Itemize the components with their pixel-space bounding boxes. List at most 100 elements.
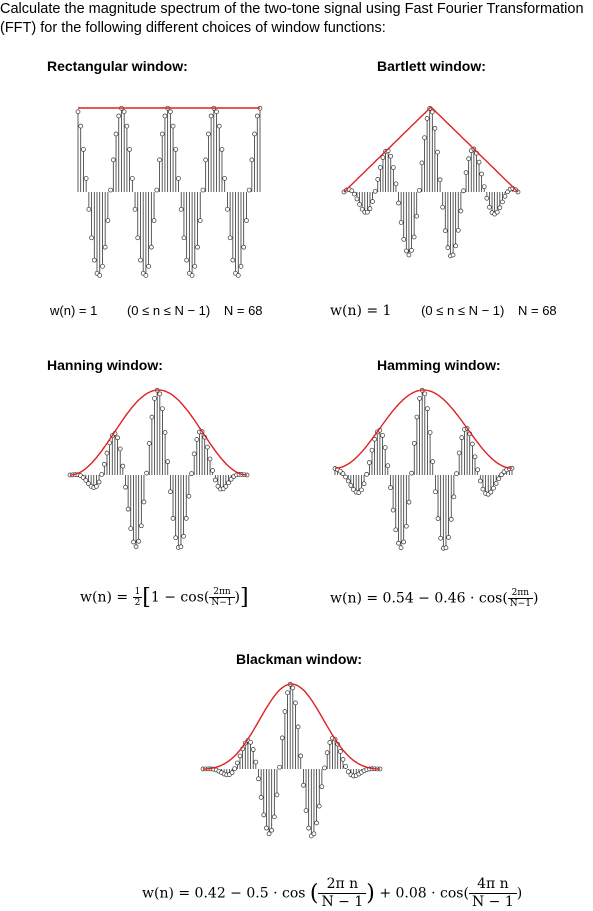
stem-marker [476, 159, 482, 165]
stem-marker [120, 463, 126, 469]
stem-marker [349, 188, 355, 194]
stem-marker [414, 414, 420, 420]
stem-marker [414, 213, 420, 219]
hanning-half-num: 1 [132, 587, 143, 598]
stem-marker [385, 463, 391, 469]
stem-marker [173, 147, 179, 152]
hamming-title: Hamming window: [377, 357, 501, 373]
blackman-frac2-den: N − 1 [471, 894, 514, 910]
stem-marker [442, 228, 448, 234]
stem-marker [75, 109, 81, 115]
stem-marker [160, 406, 165, 412]
stem-marker [322, 765, 327, 771]
stem-marker [261, 812, 267, 818]
stem-marker [425, 406, 430, 412]
stem-marker [396, 540, 401, 546]
stem-marker [89, 235, 94, 241]
stem-marker [125, 506, 131, 512]
stem-marker [254, 113, 260, 119]
stem-marker [406, 499, 412, 505]
stem-marker [493, 481, 499, 486]
stem-marker [144, 470, 149, 476]
stem-marker [345, 478, 351, 484]
stem-marker [138, 523, 144, 529]
stem-marker [319, 784, 325, 790]
stem-marker [480, 486, 486, 492]
stem-marker [409, 470, 414, 476]
stem-marker [91, 257, 97, 263]
stem-marker [494, 209, 500, 215]
hanning-plot [67, 387, 250, 550]
stem-marker [327, 740, 333, 745]
stem-marker [210, 468, 216, 473]
stem-marker [81, 147, 86, 152]
stem-marker [200, 187, 206, 193]
stem-marker [357, 202, 362, 207]
blackman-frac1-num: 2π n [318, 876, 367, 894]
stem-marker [237, 753, 243, 759]
stem-marker [102, 244, 108, 250]
stem-marker [178, 544, 184, 550]
rectangular-formula-range: (0 ≤ n ≤ N − 1) [126, 303, 211, 318]
stem-marker [500, 199, 505, 205]
stem-marker [116, 113, 122, 119]
stem-marker [226, 480, 231, 486]
stem-marker [345, 769, 351, 775]
stem-marker [424, 116, 430, 121]
stem-marker [429, 109, 435, 115]
stem-marker [499, 472, 504, 478]
stem-marker [123, 484, 128, 490]
stem-marker [249, 157, 255, 163]
stem-marker [208, 113, 214, 119]
stem-marker [83, 477, 89, 483]
stem-marker [435, 516, 441, 521]
stem-marker [195, 244, 200, 250]
stem-marker [369, 447, 375, 453]
stem-marker [279, 735, 285, 741]
blackman-formula-lhs: w(n) = 0.42 − 0.5 · cos [142, 885, 306, 902]
stem-marker [127, 147, 132, 152]
stem-marker [470, 441, 475, 447]
stem-marker [364, 471, 370, 477]
stem-marker [366, 460, 372, 465]
stem-marker [303, 808, 309, 813]
bartlett-title: Bartlett window: [377, 58, 486, 74]
stem-marker [295, 724, 301, 730]
rectangular-formula-length: N = 68 [223, 303, 263, 318]
stem-marker [340, 757, 346, 762]
stem-marker [184, 257, 190, 263]
window-envelope [334, 389, 513, 469]
stem-marker [277, 764, 282, 770]
hanning-frac-num: 2πn [209, 587, 235, 598]
hanning-title: Hanning window: [47, 357, 163, 373]
stem-marker [417, 396, 422, 401]
stem-marker [390, 165, 396, 170]
stem-marker [380, 155, 386, 160]
hamming-formula-close: ) [532, 590, 539, 607]
stem-marker [136, 538, 142, 544]
stem-marker [496, 476, 502, 482]
stem-marker [433, 489, 438, 495]
stem-marker [215, 483, 221, 489]
stem-marker [94, 484, 99, 489]
stem-marker [271, 814, 277, 820]
stem-marker [472, 454, 478, 460]
stem-marker [459, 435, 465, 441]
stem-marker [378, 165, 383, 170]
stem-marker [352, 191, 357, 197]
bartlett-plot [341, 106, 521, 259]
stem-marker [151, 218, 157, 223]
stem-marker [380, 433, 385, 438]
stem-marker [148, 244, 154, 250]
blackman-frac1-den: N − 1 [321, 894, 364, 910]
stem-marker [154, 187, 160, 193]
stem-marker [340, 471, 346, 477]
stem-marker [159, 131, 165, 137]
stem-marker [138, 257, 143, 263]
stem-marker [238, 263, 244, 269]
stem-marker [100, 263, 105, 269]
stem-marker [453, 243, 459, 249]
stem-marker [479, 171, 484, 177]
stem-marker [435, 149, 440, 155]
stem-marker [324, 750, 330, 755]
